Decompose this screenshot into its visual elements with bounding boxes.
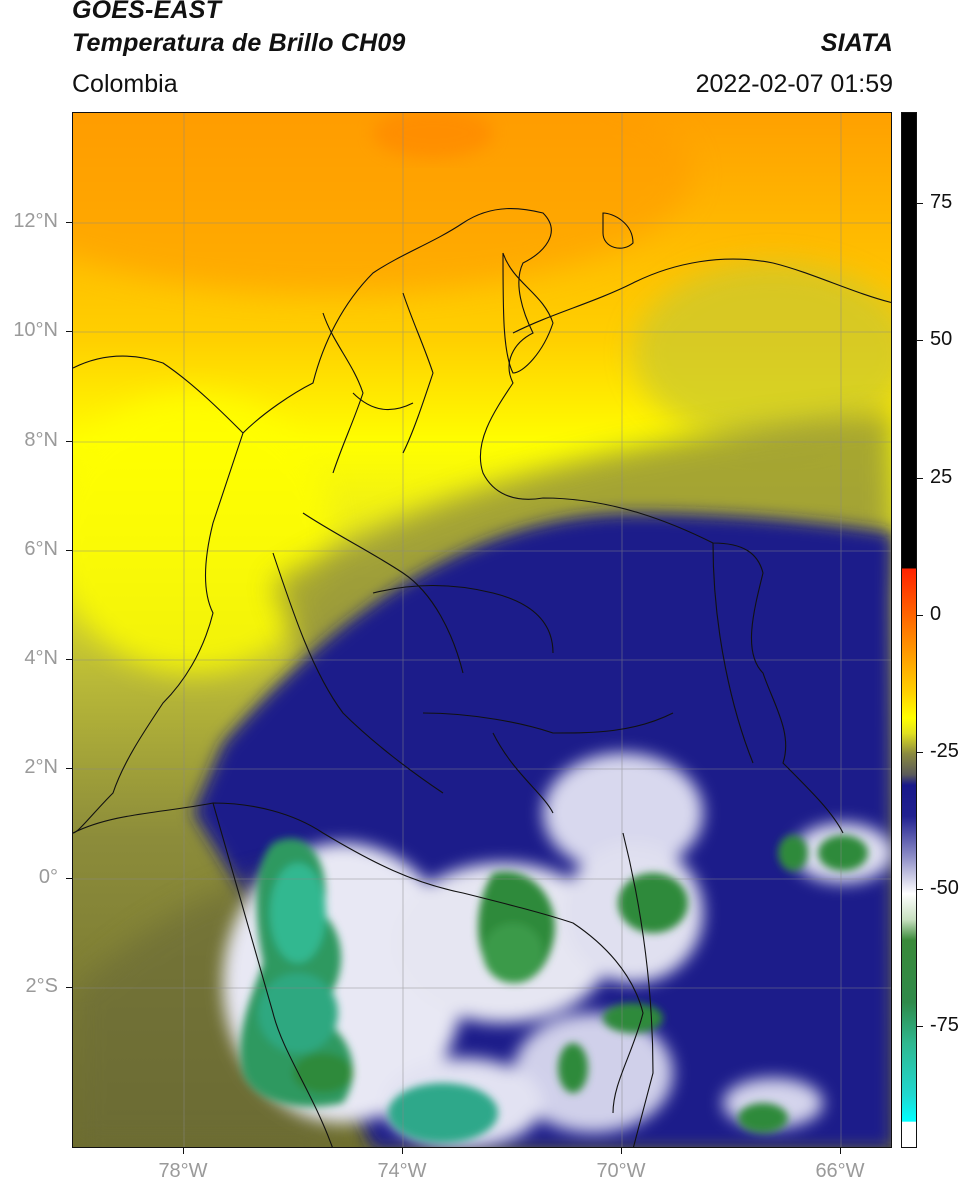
graticule [73,113,891,1147]
lat-label: 10°N [13,319,58,341]
colorbar [901,112,917,1148]
colorbar-tick-label: 50 [930,328,953,350]
lat-label: 4°N [24,647,58,669]
product-title: Temperatura de Brillo CH09 [72,29,406,57]
political-boundaries [73,208,891,1147]
region-label: Colombia [72,70,178,98]
colorbar-tick-label: -75 [930,1014,959,1036]
lat-label: 2°N [24,756,58,778]
lon-label: 78°W [158,1160,208,1182]
lon-label: 66°W [815,1160,865,1182]
brightness-temperature-map[interactable] [72,112,892,1148]
lat-label: 12°N [13,210,58,232]
satellite-title: GOES-EAST [72,0,222,24]
lon-label: 70°W [596,1160,646,1182]
lon-label: 74°W [377,1160,427,1182]
colorbar-tick-label: -50 [930,877,959,899]
datetime-label: 2022-02-07 01:59 [695,70,893,98]
map-canvas [73,113,891,1147]
lat-label: 8°N [24,429,58,451]
lat-label: 6°N [24,538,58,560]
lat-label: 0° [38,866,58,888]
agency-label: SIATA [820,29,893,57]
yellow-region [73,393,333,673]
lat-label: 2°S [25,975,58,997]
colorbar-tick-label: 0 [930,603,942,625]
colorbar-tick-label: 75 [930,191,953,213]
colorbar-tick-label: 25 [930,466,953,488]
colorbar-tick-label: -25 [930,740,959,762]
warm-region [73,113,693,293]
deep-convection-cores [240,835,868,1143]
